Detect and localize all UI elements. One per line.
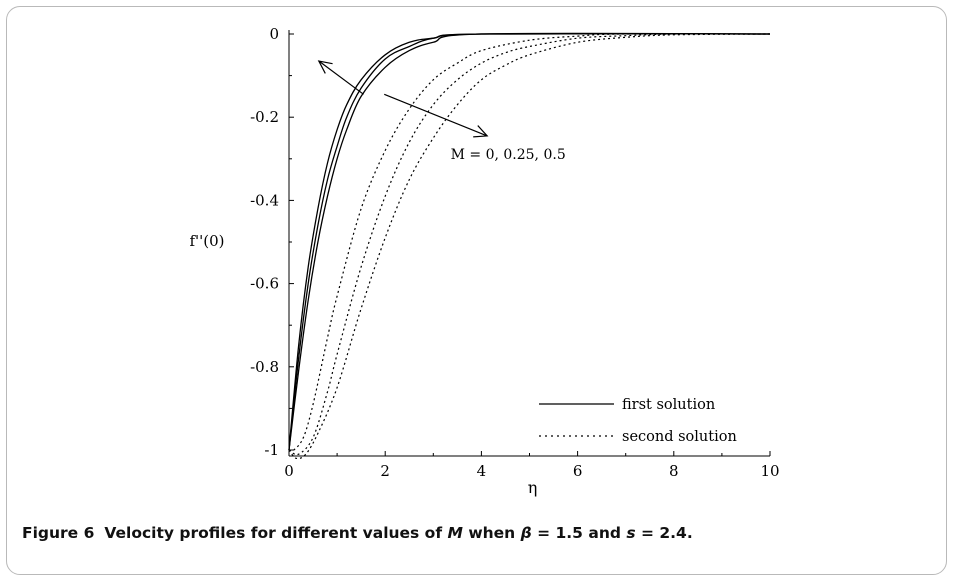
legend-label-first: first solution <box>622 397 715 413</box>
x-tick-label: 8 <box>669 462 679 480</box>
caption-part: = 1.5 and <box>531 524 627 542</box>
caption-var-s: s <box>626 524 636 542</box>
caption-var-beta: β <box>520 524 532 542</box>
y-tick-label: 0 <box>269 25 279 43</box>
arrow-head <box>317 60 333 74</box>
caption-part: = 2.4. <box>635 524 693 542</box>
second-solution-curve <box>288 33 771 460</box>
y-axis-label: f''(0) <box>189 232 224 250</box>
y-tick-label: -1 <box>264 441 279 459</box>
arrow-first-solution <box>318 60 364 95</box>
first-solution-curve <box>288 33 771 451</box>
y-tick-label: -0.2 <box>250 108 279 126</box>
caption-part: Velocity profiles for different values o… <box>104 524 448 542</box>
x-axis-label: η <box>528 478 538 497</box>
chart-plot: 0 2 4 6 8 10 0 -0.2 -0.4 -0.6 -0.8 -1 η f''(0) M = 0,… <box>189 25 779 497</box>
curves <box>288 32 771 460</box>
annotation-label: M = 0, 0.25, 0.5 <box>451 147 566 163</box>
figure-frame <box>6 6 947 575</box>
x-tick-label: 0 <box>284 462 294 480</box>
caption-label: Figure 6 <box>22 524 95 542</box>
y-tick-label: -0.8 <box>250 358 279 376</box>
arrow-head <box>473 125 489 138</box>
legend-label-second: second solution <box>622 429 737 445</box>
caption-text: Velocity profiles for different values o… <box>104 524 692 542</box>
x-tick-label: 6 <box>573 462 583 480</box>
x-tick-label: 2 <box>380 462 390 480</box>
legend: first solution second solution <box>539 397 737 445</box>
second-solution-curve <box>288 33 771 452</box>
caption-var-m: M <box>447 524 463 542</box>
figure-caption: Figure 6 Velocity profiles for different … <box>22 524 932 542</box>
axes: 0 2 4 6 8 10 0 -0.2 -0.4 -0.6 -0.8 -1 η f''(0) <box>189 25 779 497</box>
x-tick-label: 10 <box>760 462 779 480</box>
y-tick-label: -0.6 <box>250 275 279 293</box>
x-tick-label: 4 <box>477 462 487 480</box>
y-tick-label: -0.4 <box>250 191 279 209</box>
caption-part: when <box>462 524 521 542</box>
arrow-second-solution <box>384 93 488 137</box>
annotation-group: M = 0, 0.25, 0.5 <box>317 60 566 163</box>
first-solution-curve <box>288 32 771 451</box>
